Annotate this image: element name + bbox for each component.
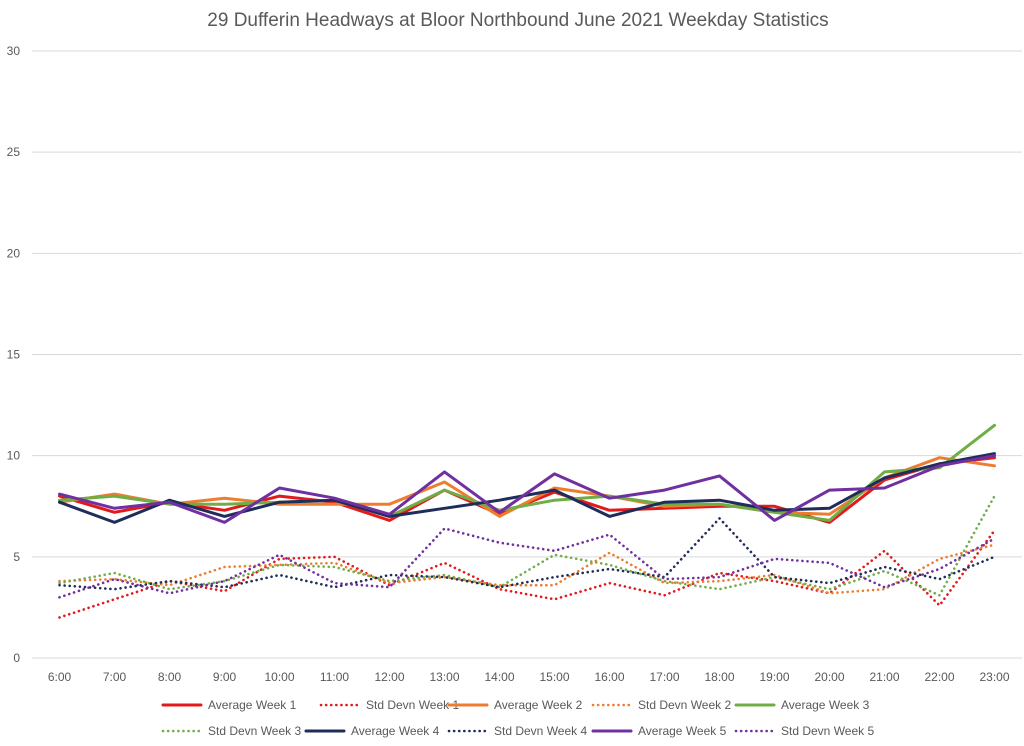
series-line-std-devn-week-3 bbox=[58, 494, 996, 597]
y-tick-label: 0 bbox=[13, 651, 20, 665]
legend-label: Std Devn Week 3 bbox=[208, 724, 301, 738]
series-line-average-week-2 bbox=[58, 456, 996, 518]
series-line-std-devn-week-2 bbox=[58, 543, 996, 595]
y-axis-tick-labels: 0 5 10 15 20 25 30 bbox=[7, 44, 21, 665]
x-tick-label: 13:00 bbox=[429, 670, 459, 684]
x-tick-label: 18:00 bbox=[704, 670, 734, 684]
series-line-std-devn-week-5 bbox=[58, 527, 996, 599]
legend-label: Std Devn Week 5 bbox=[781, 724, 874, 738]
legend-label: Std Devn Week 1 bbox=[366, 698, 459, 712]
series-lines bbox=[58, 423, 996, 619]
legend-label: Std Devn Week 2 bbox=[638, 698, 731, 712]
x-axis-tick-labels: 6:00 7:00 8:00 9:00 10:00 11:00 12:00 13:00 14:0… bbox=[48, 670, 1010, 684]
series-line-average-week-4 bbox=[58, 452, 996, 524]
series-line-average-week-3 bbox=[58, 423, 996, 522]
x-tick-label: 17:00 bbox=[649, 670, 679, 684]
x-tick-label: 11:00 bbox=[320, 670, 349, 684]
grid-lines bbox=[32, 50, 1022, 659]
series-line-average-week-5 bbox=[58, 454, 996, 524]
legend-label: Average Week 3 bbox=[781, 698, 870, 712]
x-tick-label: 6:00 bbox=[48, 670, 72, 684]
x-tick-label: 7:00 bbox=[103, 670, 127, 684]
legend-label: Average Week 4 bbox=[351, 724, 440, 738]
chart-title: 29 Dufferin Headways at Bloor Northbound… bbox=[207, 10, 828, 31]
y-tick-label: 25 bbox=[7, 145, 21, 159]
legend: Average Week 1 Std Devn Week 1 Average Wee… bbox=[161, 698, 874, 738]
legend-label: Average Week 5 bbox=[638, 724, 727, 738]
x-tick-label: 10:00 bbox=[264, 670, 294, 684]
legend-label: Std Devn Week 4 bbox=[494, 724, 587, 738]
x-tick-label: 16:00 bbox=[594, 670, 624, 684]
series-line-std-devn-week-4 bbox=[58, 517, 996, 591]
x-tick-label: 14:00 bbox=[484, 670, 514, 684]
x-tick-label: 23:00 bbox=[979, 670, 1009, 684]
y-tick-label: 10 bbox=[7, 449, 21, 463]
y-tick-label: 30 bbox=[7, 44, 21, 58]
legend-label: Average Week 1 bbox=[208, 698, 297, 712]
x-tick-label: 12:00 bbox=[374, 670, 404, 684]
y-tick-label: 15 bbox=[7, 348, 21, 362]
y-tick-label: 5 bbox=[13, 550, 20, 564]
y-tick-label: 20 bbox=[7, 246, 21, 260]
x-tick-label: 9:00 bbox=[213, 670, 237, 684]
x-tick-label: 20:00 bbox=[814, 670, 844, 684]
legend-label: Average Week 2 bbox=[494, 698, 583, 712]
x-tick-label: 21:00 bbox=[869, 670, 899, 684]
x-tick-label: 8:00 bbox=[158, 670, 182, 684]
x-tick-label: 22:00 bbox=[924, 670, 954, 684]
x-tick-label: 15:00 bbox=[539, 670, 569, 684]
x-tick-label: 19:00 bbox=[759, 670, 789, 684]
